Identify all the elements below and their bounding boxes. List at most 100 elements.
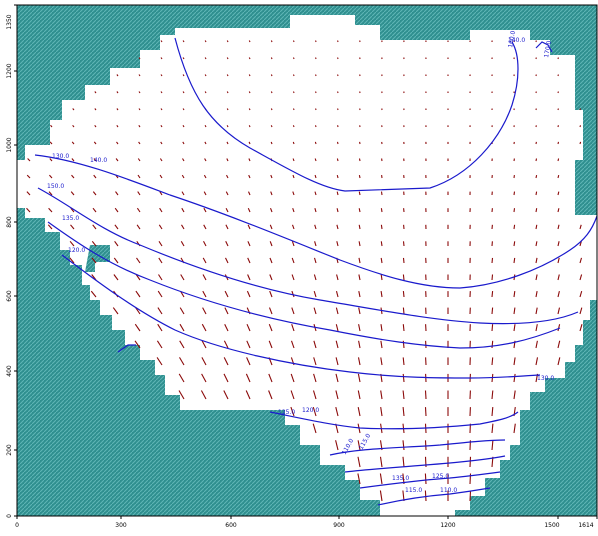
vector-arrow <box>315 142 316 144</box>
vector-arrow <box>183 109 184 111</box>
vector-arrow <box>360 159 361 162</box>
y-tick-label: 1200 <box>6 63 13 78</box>
contour-label: 130.0 <box>52 153 69 160</box>
vector-arrow <box>227 125 228 127</box>
y-tick-label: 200 <box>6 444 13 456</box>
contour-label: 130.0 <box>537 375 554 382</box>
vector-arrow <box>492 258 493 263</box>
vector-arrow <box>249 75 250 77</box>
contour-label: 150.0 <box>47 183 64 190</box>
vector-arrow <box>426 440 427 450</box>
vector-arrow <box>316 125 317 127</box>
vector-arrow <box>381 208 382 212</box>
vector-arrow <box>403 324 404 331</box>
x-axis: 0 300 600 900 1200 1500 1614 <box>15 516 597 529</box>
vector-arrow <box>514 258 515 263</box>
x-tick-label: 300 <box>115 522 127 529</box>
vector-arrow <box>580 125 581 127</box>
vector-arrow <box>271 75 272 77</box>
y-axis: 0 200 400 600 800 1000 1200 1350 <box>6 5 17 518</box>
vector-arrow <box>558 159 559 162</box>
vector-arrow <box>580 142 581 144</box>
vector-arrow <box>359 208 360 212</box>
vector-arrow <box>404 241 405 246</box>
y-tick-label: 600 <box>6 290 13 302</box>
contour-label: 125.0 <box>432 473 449 480</box>
vector-arrow <box>470 474 471 485</box>
vector-arrow <box>249 109 250 111</box>
vector-arrow <box>293 142 294 144</box>
contour-label: 110.0 <box>440 487 457 494</box>
vector-arrow <box>205 58 206 60</box>
vector-arrow <box>183 41 184 43</box>
vector-arrow <box>492 275 493 281</box>
vector-arrow <box>425 474 426 485</box>
vector-arrow <box>249 58 250 60</box>
vector-arrow <box>205 41 206 43</box>
vector-arrow <box>205 92 206 94</box>
vector-arrow <box>294 92 295 94</box>
vector-arrow <box>293 125 294 127</box>
vector-arrow <box>403 341 404 348</box>
vector-arrow <box>359 175 360 178</box>
vector-arrow <box>558 175 559 178</box>
contour-label: 120.0 <box>68 247 85 254</box>
vector-arrow <box>294 75 295 77</box>
vector-arrow <box>183 58 184 60</box>
y-tick-label: 400 <box>6 365 13 377</box>
vector-arrow <box>271 92 272 94</box>
contour-label: 120.0 <box>302 407 319 414</box>
vector-arrow <box>536 175 537 178</box>
vector-arrow <box>205 75 206 77</box>
vector-arrow <box>470 457 471 467</box>
vector-arrow <box>426 407 427 416</box>
vector-arrow <box>558 142 559 144</box>
vector-arrow <box>536 208 537 212</box>
vector-arrow <box>536 159 537 162</box>
vector-arrow <box>492 324 493 331</box>
y-tick-label: 1350 <box>6 14 13 29</box>
vector-arrow <box>294 58 295 60</box>
x-tick-label: 1500 <box>544 522 559 529</box>
vector-arrow <box>227 41 228 43</box>
y-tick-label: 0 <box>6 514 13 518</box>
vector-arrow <box>294 109 295 111</box>
x-tick-label: 1614 <box>578 522 593 529</box>
vector-arrow <box>492 291 493 297</box>
vector-arrow <box>315 159 316 162</box>
vector-arrow <box>249 41 250 43</box>
vector-arrow <box>271 109 272 111</box>
vector-arrow <box>381 241 382 246</box>
vector-arrow <box>425 491 426 502</box>
vector-arrow <box>337 192 338 195</box>
vector-arrow <box>271 41 272 43</box>
vector-arrow <box>183 92 184 94</box>
vector-arrow <box>382 192 383 195</box>
x-tick-label: 600 <box>225 522 237 529</box>
contour-label: 135.0 <box>62 215 79 222</box>
vector-arrow <box>514 241 515 246</box>
vector-arrow <box>249 125 250 127</box>
vector-arrow <box>558 192 559 195</box>
vector-arrow <box>381 225 382 229</box>
vector-arrow <box>470 491 471 502</box>
x-tick-label: 900 <box>333 522 345 529</box>
vector-arrow <box>426 391 427 400</box>
vector-arrow <box>183 75 184 77</box>
vector-arrow <box>337 175 338 178</box>
vector-arrow <box>227 109 228 111</box>
y-tick-label: 800 <box>6 216 13 228</box>
vector-arrow <box>271 125 272 127</box>
vector-arrow <box>403 275 404 281</box>
vector-arrow <box>227 92 228 94</box>
vector-arrow <box>403 308 404 314</box>
vector-arrow <box>492 341 493 348</box>
vector-arrow <box>227 75 228 77</box>
vector-arrow <box>294 41 295 43</box>
vector-arrow <box>338 142 339 144</box>
vector-arrow <box>271 58 272 60</box>
vector-arrow <box>359 192 360 195</box>
vector-arrow <box>337 159 338 162</box>
